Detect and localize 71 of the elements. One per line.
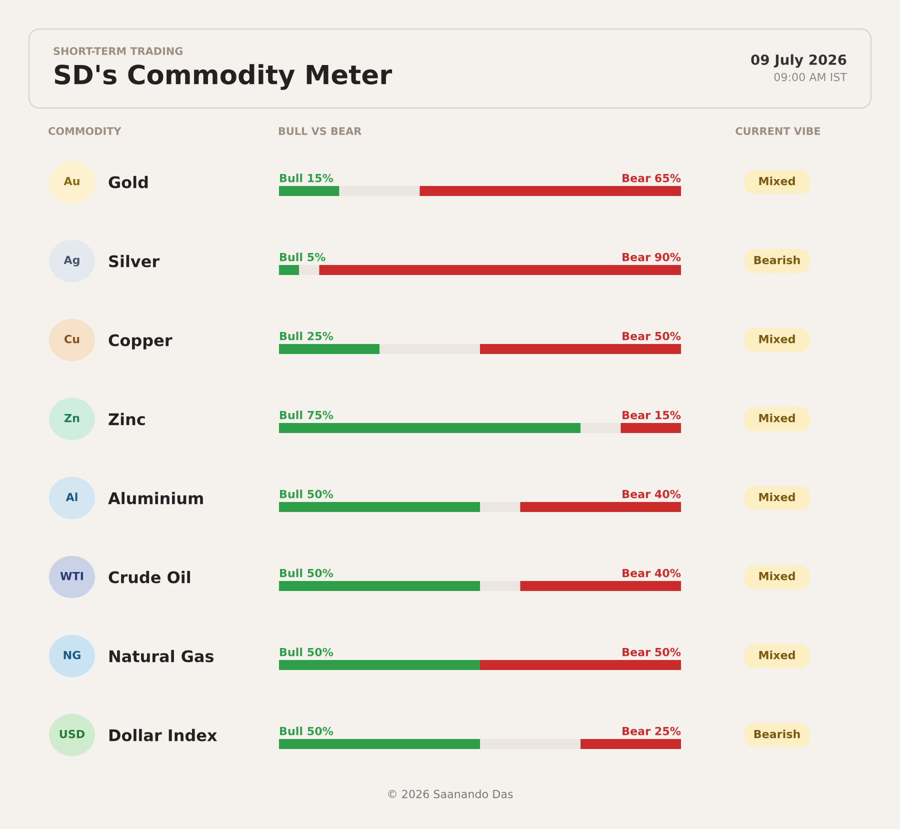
bar [580,739,681,749]
data-label: Bull 5% [280,252,326,262]
text: BULL VS BEAR [278,127,362,136]
text: COMMODITY [48,127,122,136]
data-label: Bull 50% [280,726,334,736]
text: CURRENT VIBE [736,127,820,136]
data-label: Bear 25% [622,726,681,736]
text: Al [66,492,78,502]
text: Mixed [759,176,795,186]
text: Ag [64,256,80,266]
bar [279,265,300,275]
bar [620,423,681,433]
bar [339,186,420,196]
data-label: Bear 50% [622,648,681,656]
bar [380,344,480,354]
text: USD [60,730,85,738]
data-label: Bull 15% [280,174,334,182]
data-label: Bear 50% [622,332,681,340]
text: Zn [64,414,80,422]
bar [480,739,580,749]
bar [279,502,480,512]
bar [279,423,580,433]
text: Mixed [759,650,795,660]
data-label: Bull 50% [280,648,334,656]
data-label: Bear 40% [622,490,681,498]
bar [480,581,520,591]
text: Bearish [754,256,800,264]
data-label: Bull 25% [280,332,334,340]
bar [279,739,480,749]
text: Mixed [759,334,795,344]
bar [480,502,520,512]
data-label: Bear 15% [622,410,681,420]
text: 09 July 2026 [751,54,846,68]
text: Mixed [759,572,795,580]
text: NG [64,650,80,660]
y-tick-label: Natural Gas [109,650,214,662]
bar [279,186,340,196]
y-tick-label: Copper [108,334,172,350]
bar [420,186,681,196]
text: Au [64,176,80,186]
bar [480,660,681,670]
bar [580,423,621,433]
bar [279,660,480,670]
data-label: Bear 40% [622,568,681,578]
text: Bearish [754,730,800,738]
data-label: Bear 90% [622,252,681,262]
y-tick-label: Dollar Index [109,728,218,742]
text: SHORT-TERM TRADING [54,47,182,56]
bar [299,265,320,275]
y-tick-label: Aluminium [108,492,203,504]
bar [520,502,681,512]
bar [319,265,681,275]
y-tick-label: Zinc [108,412,145,426]
data-label: Bull 50% [280,490,334,498]
data-label: Bull 50% [280,568,334,578]
text: 09:00 AM IST [774,72,848,82]
text: Mixed [759,414,795,422]
data-label: Bear 65% [622,174,681,182]
text: © 2026 Saanando Das [388,790,513,798]
bar [520,581,681,591]
y-tick-label: Crude Oil [108,570,190,584]
bar [480,344,681,354]
y-tick-label: Gold [108,176,148,188]
y-tick-label: Silver [109,254,160,268]
data-label: Bull 75% [280,410,334,420]
text: Mixed [759,492,795,502]
chart-title: SD's Commodity Meter [54,64,392,90]
text: Cu [64,334,80,344]
bar [279,581,480,591]
text: WTI [60,572,83,580]
bar [279,344,380,354]
